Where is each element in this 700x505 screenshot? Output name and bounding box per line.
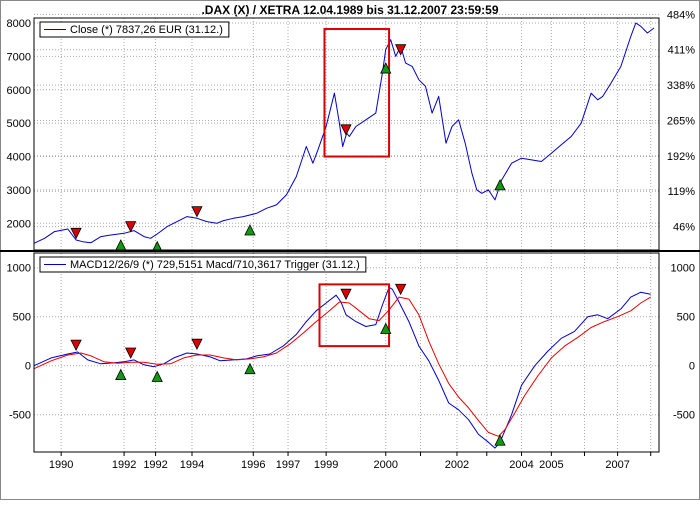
x-tick-label: 2002 (445, 459, 469, 471)
price-ytick-right: 46% (673, 222, 695, 234)
price-ytick-right: 119% (668, 186, 696, 198)
price-ytick-right: 192% (667, 151, 695, 163)
price-highlight-box (323, 28, 391, 158)
price-ytick-right: 338% (667, 80, 695, 92)
price-ytick-left: 8000 (7, 18, 31, 30)
price-ytick-left: 2000 (7, 218, 31, 230)
price-ytick-right: 411% (668, 45, 696, 57)
x-tick-label: 2000 (374, 459, 398, 471)
macd-ytick-right: 1000 (671, 263, 695, 275)
x-tick-label: 1997 (276, 459, 300, 471)
macd-highlight-box (318, 283, 391, 348)
macd-ytick-left: 500 (13, 312, 31, 324)
chart-title: .DAX (X) / XETRA 12.04.1989 bis 31.12.20… (201, 3, 498, 17)
macd-sell-signal-marker (125, 347, 137, 359)
price-sell-signal-marker (395, 44, 407, 56)
x-tick-label: 1994 (180, 459, 204, 471)
price-ytick-right: 484% (667, 9, 695, 21)
macd-ytick-left: -500 (9, 410, 31, 422)
x-tick-label: 1990 (49, 459, 73, 471)
macd-sell-signal-marker (395, 283, 407, 296)
macd-sell-signal-marker (340, 288, 352, 301)
price-buy-signal-marker (244, 224, 256, 236)
x-tick-label: 1999 (314, 459, 338, 471)
x-tick-label: 1992 (112, 459, 136, 471)
macd-frame (33, 252, 660, 453)
macd-panel: -500 0 500 1000 -500 0 500 1000 MACD12/26/9 (*) … (7, 252, 695, 453)
price-legend-label: Close (*) 7837,26 EUR (31.12.) (70, 24, 223, 36)
macd-ytick-left: 1000 (7, 263, 31, 275)
macd-ytick-right: 500 (677, 312, 695, 324)
x-tick-label: 2005 (539, 459, 563, 471)
macd-buy-signal-marker (151, 370, 163, 382)
macd-legend: MACD12/26/9 (*) 729,5151 Macd/710,3617 T… (39, 256, 367, 273)
macd-series-trigger (33, 296, 651, 437)
price-panel: 2000 3000 4000 5000 6000 7000 8000 46% 119% 192% 2… (7, 9, 696, 253)
macd-buy-signal-marker (380, 322, 392, 334)
macd-buy-signal-marker (494, 434, 506, 446)
macd-plot-area (34, 253, 659, 452)
macd-legend-box (39, 256, 367, 273)
x-tick-label: 2007 (605, 459, 629, 471)
price-buy-signal-marker (380, 62, 392, 74)
price-ytick-left: 6000 (7, 85, 31, 97)
macd-buy-signal-marker (115, 368, 127, 380)
price-sell-signal-marker (70, 227, 82, 240)
price-ytick-left: 3000 (7, 185, 31, 197)
price-sell-signal-marker (340, 124, 352, 136)
macd-ytick-right: -500 (673, 410, 695, 422)
macd-legend-label: MACD12/26/9 (*) 729,5151 Macd/710,3617 T… (70, 259, 360, 271)
price-ytick-right: 265% (667, 115, 695, 127)
macd-series-macd (33, 286, 651, 449)
macd-buy-signal-marker (244, 362, 256, 375)
price-series-close (33, 22, 655, 244)
macd-sell-signal-marker (191, 338, 203, 351)
price-ytick-left: 5000 (7, 118, 31, 130)
price-buy-signal-marker (494, 179, 506, 191)
macd-ytick-right: 0 (689, 361, 695, 373)
price-ytick-left: 4000 (7, 152, 31, 164)
price-ytick-left: 7000 (7, 51, 31, 63)
macd-sell-signal-marker (70, 339, 82, 352)
x-tick-label: 1996 (241, 459, 265, 471)
price-legend: Close (*) 7837,26 EUR (31.12.) (39, 21, 230, 38)
price-sell-signal-marker (191, 206, 203, 218)
x-tick-label: 2004 (509, 459, 533, 471)
macd-ytick-left: 0 (25, 361, 31, 373)
x-tick-label: 1992 (143, 459, 167, 471)
price-legend-box (39, 21, 230, 38)
price-sell-signal-marker (125, 221, 137, 233)
